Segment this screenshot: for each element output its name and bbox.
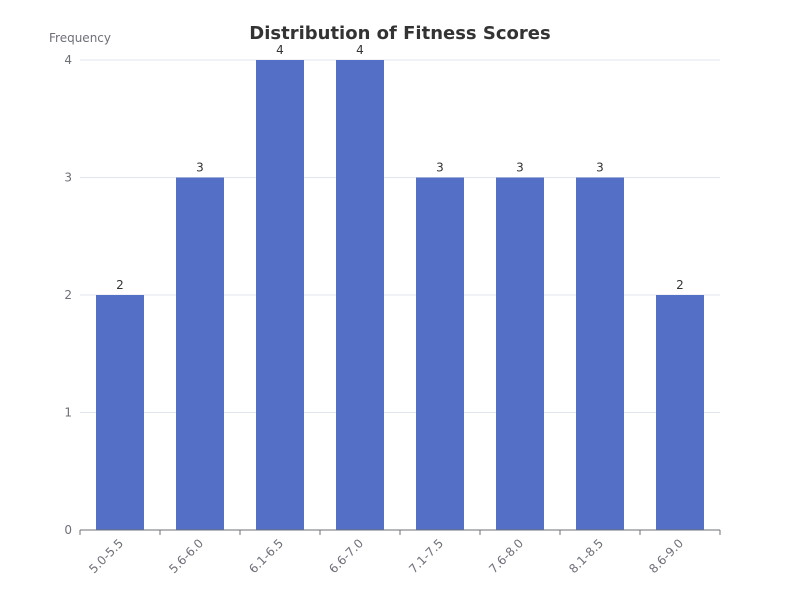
x-tick-label: 6.6-7.0 [326,536,366,576]
data-label: 3 [516,161,524,175]
data-label: 3 [596,161,604,175]
data-label: 4 [356,43,364,57]
data-labels: 2 3 4 4 3 3 3 2 [116,43,684,292]
bar[interactable] [656,295,704,530]
data-label: 3 [436,161,444,175]
x-tick-label: 7.1-7.5 [406,536,446,576]
data-label: 3 [196,161,204,175]
bar[interactable] [176,177,224,531]
bar[interactable] [496,177,544,531]
bar[interactable] [416,177,464,531]
chart-title: Distribution of Fitness Scores [249,23,550,44]
data-label: 4 [276,43,284,57]
x-tick-label: 5.0-5.5 [86,536,126,576]
x-tick-label: 6.1-6.5 [246,536,286,576]
y-tick-label: 3 [64,171,72,185]
bar[interactable] [576,177,624,531]
x-tick-label: 5.6-6.0 [166,536,206,576]
y-tick-label: 1 [64,406,72,420]
y-tick-label: 2 [64,288,72,302]
y-axis-label: Frequency [49,31,111,45]
bar[interactable] [256,60,304,530]
bar[interactable] [336,60,384,530]
bar[interactable] [96,295,144,530]
data-label: 2 [116,278,124,292]
y-tick-label: 0 [64,523,72,537]
x-tick-label: 8.6-9.0 [646,536,686,576]
x-tick-label: 8.1-8.5 [566,536,606,576]
x-tick-label: 7.6-8.0 [486,536,526,576]
bars [96,60,704,530]
y-tick-label: 4 [64,53,72,67]
data-label: 2 [676,278,684,292]
